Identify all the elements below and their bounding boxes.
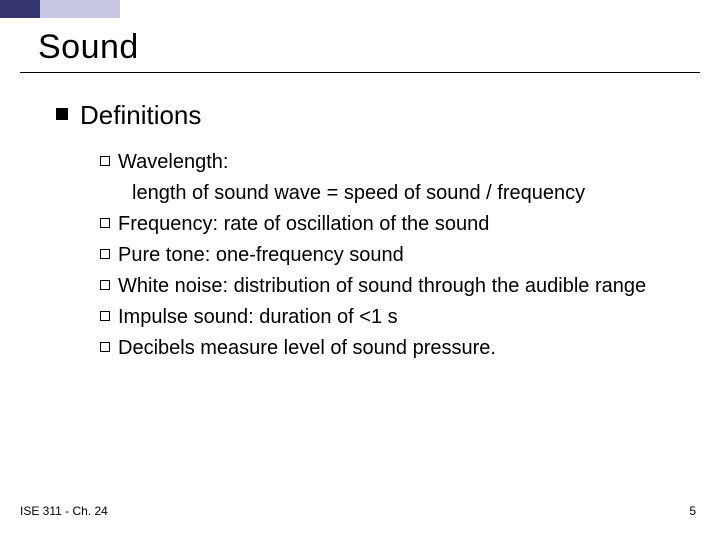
bullet-outline-icon [100, 218, 110, 228]
page-number: 5 [689, 504, 696, 518]
bullet-outline-icon [100, 311, 110, 321]
definitions-list: Wavelength: length of sound wave = speed… [100, 148, 680, 365]
definition-text: Frequency: rate of oscillation of the so… [118, 210, 680, 239]
definition-text: Pure tone: one-frequency sound [118, 241, 680, 270]
accent-bar [0, 0, 120, 18]
bullet-outline-icon [100, 156, 110, 166]
accent-dark [0, 0, 40, 18]
list-item: Wavelength: [100, 148, 680, 177]
footer-course: ISE 311 - Ch. 24 [20, 504, 108, 518]
definition-text: Decibels measure level of sound pressure… [118, 334, 680, 363]
title-rule [20, 72, 700, 73]
list-item: Impulse sound: duration of <1 s [100, 303, 680, 332]
slide-title: Sound [38, 28, 139, 67]
section-heading-row: Definitions [56, 100, 201, 131]
section-heading: Definitions [80, 100, 201, 131]
bullet-outline-icon [100, 342, 110, 352]
bullet-filled-icon [56, 108, 68, 120]
list-item: Decibels measure level of sound pressure… [100, 334, 680, 363]
definition-text: Impulse sound: duration of <1 s [118, 303, 680, 332]
bullet-outline-icon [100, 280, 110, 290]
definition-text: Wavelength: [118, 148, 680, 177]
definition-text: White noise: distribution of sound throu… [118, 272, 680, 301]
bullet-outline-icon [100, 249, 110, 259]
list-item: Pure tone: one-frequency sound [100, 241, 680, 270]
definition-continuation: length of sound wave = speed of sound / … [132, 179, 680, 208]
accent-light [40, 0, 120, 18]
list-item: White noise: distribution of sound throu… [100, 272, 680, 301]
list-item: Frequency: rate of oscillation of the so… [100, 210, 680, 239]
